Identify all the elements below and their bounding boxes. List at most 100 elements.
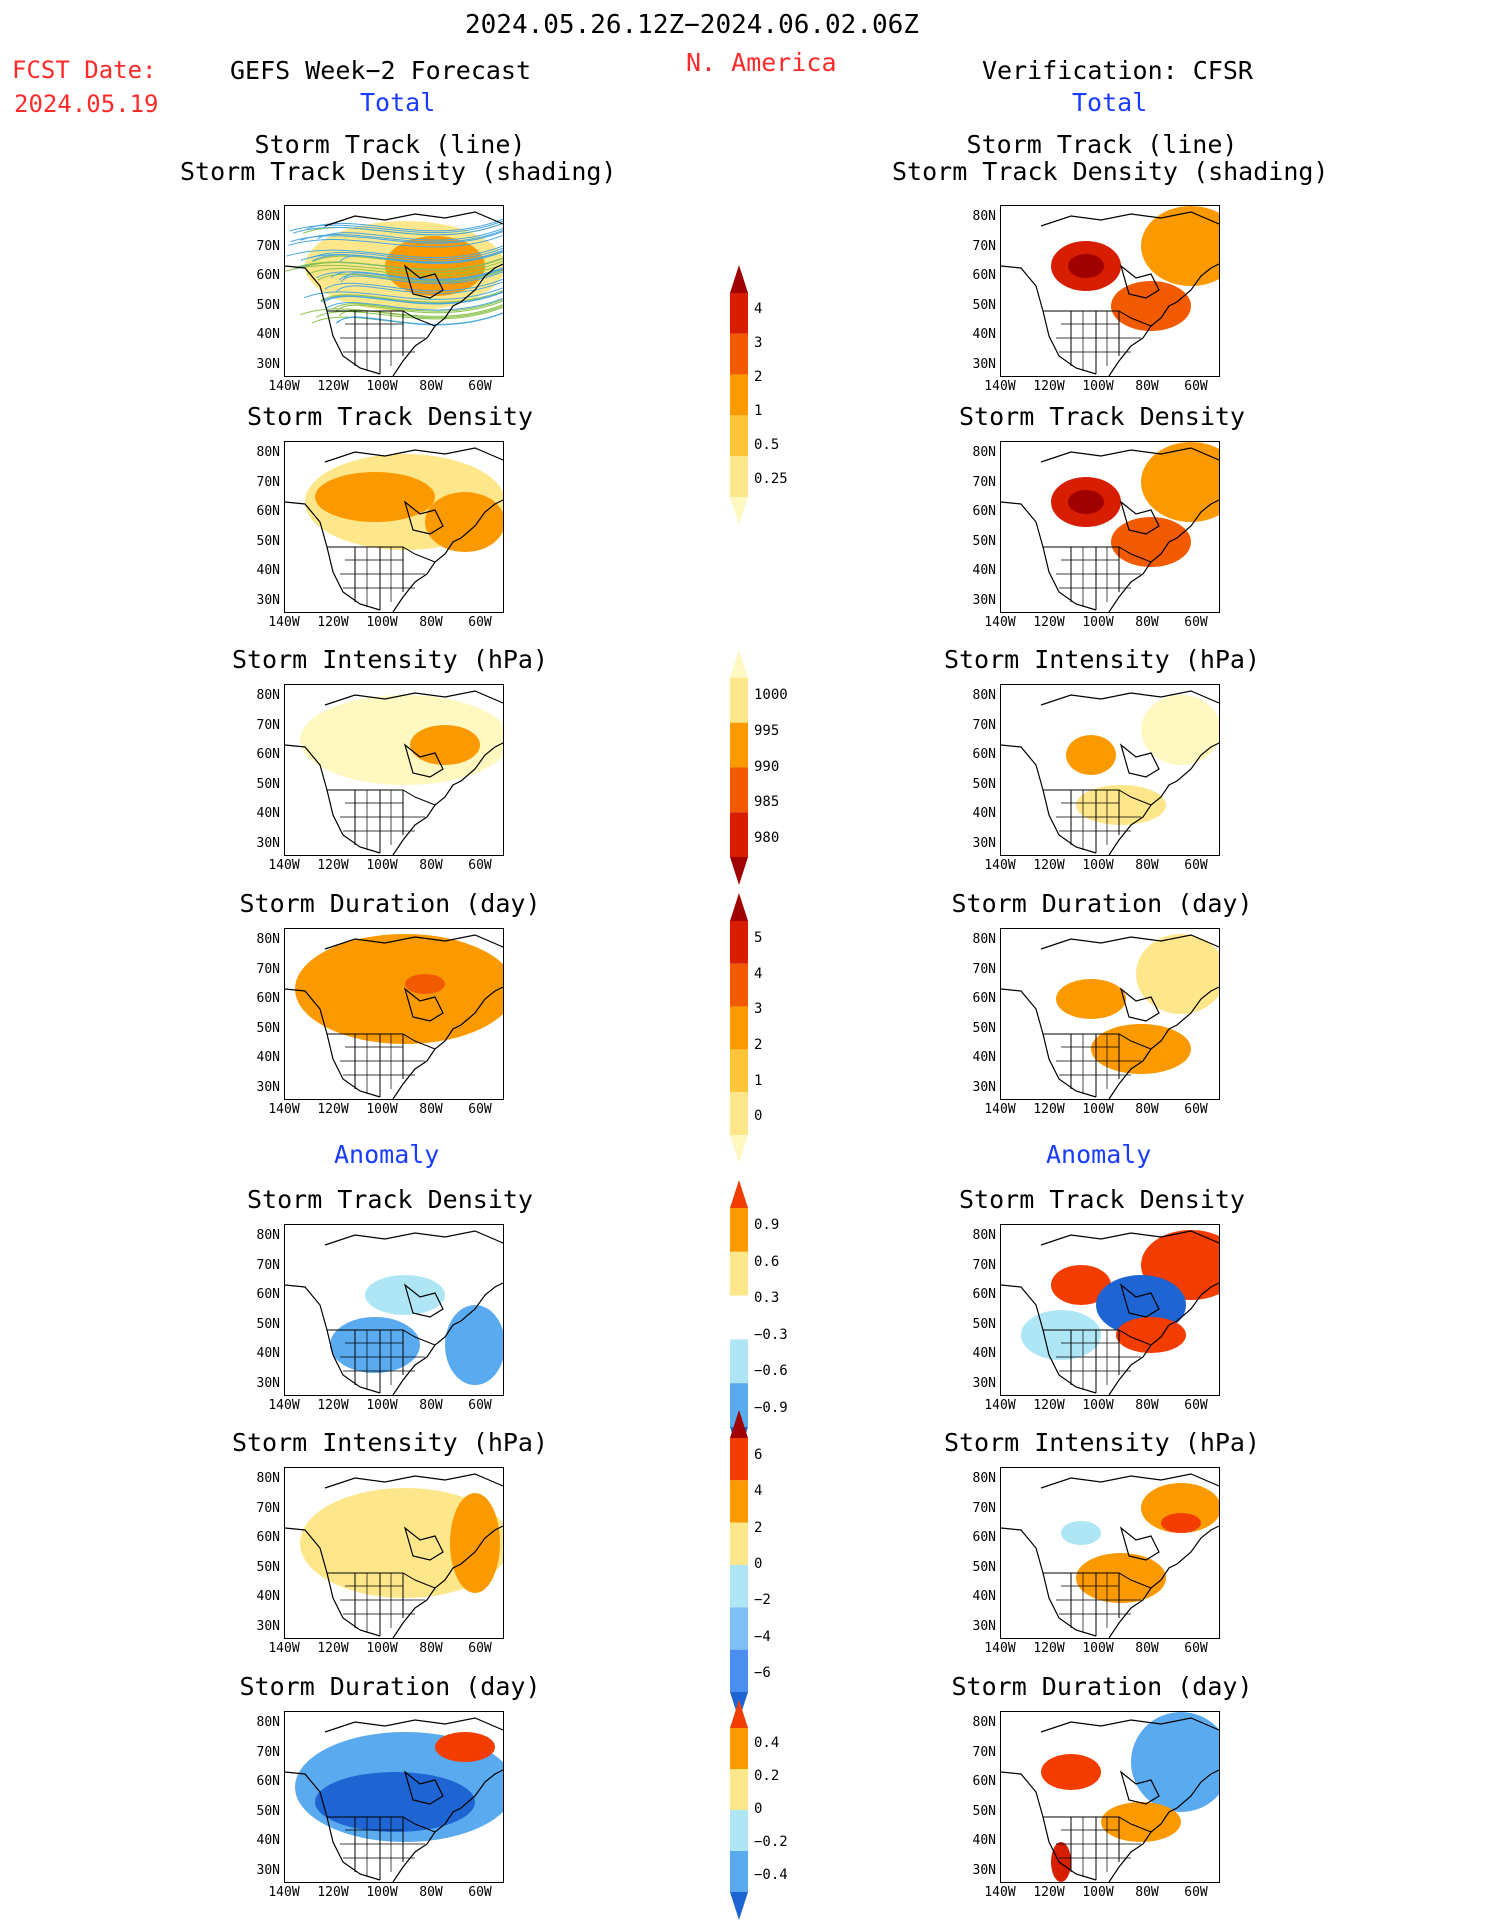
duration-anom-shade: [315, 1772, 475, 1832]
lat-tick-label: 60N: [966, 1287, 996, 1302]
lon-tick-label: 120W: [1025, 1102, 1073, 1117]
right-column-title: Verification: CFSR: [982, 56, 1253, 85]
lon-tick-label: 120W: [1025, 858, 1073, 873]
colorbar-tip-bottom: [730, 857, 748, 885]
colorbar-tip-top: [730, 265, 748, 293]
lat-tick-label: 40N: [250, 1833, 280, 1848]
lat-tick-label: 80N: [966, 1471, 996, 1486]
lon-tick-label: 60W: [456, 1398, 504, 1413]
colorbar-tip-top: [730, 893, 748, 921]
left-duration-anom-title: Storm Duration (day): [180, 1672, 600, 1701]
lat-tick-label: 30N: [250, 1080, 280, 1095]
right-map-panel-0: [1000, 205, 1220, 377]
lat-tick-label: 60N: [250, 1774, 280, 1789]
lat-tick-label: 80N: [250, 445, 280, 460]
duration_anom-colorbar-label: 0.4: [754, 1735, 779, 1751]
intensity_anom-colorbar-label: −6: [754, 1665, 771, 1681]
density-shade: [1141, 206, 1219, 286]
left-track-line-title: Storm Track (line): [180, 130, 600, 159]
lon-tick-label: 100W: [358, 1102, 406, 1117]
lat-tick-label: 70N: [250, 1258, 280, 1273]
lon-tick-label: 140W: [976, 1885, 1024, 1900]
lat-tick-label: 50N: [966, 1560, 996, 1575]
lon-tick-label: 120W: [309, 858, 357, 873]
lon-tick-label: 60W: [456, 1102, 504, 1117]
density-anom-shade: [1021, 1310, 1101, 1360]
lat-tick-label: 80N: [966, 209, 996, 224]
density-shade: [1141, 442, 1219, 522]
lon-tick-label: 140W: [260, 379, 308, 394]
colorbar-swatch: [730, 1565, 748, 1607]
country-border: [327, 790, 435, 853]
colorbar-swatch: [730, 1252, 748, 1296]
lat-tick-label: 50N: [250, 777, 280, 792]
lat-tick-label: 70N: [966, 475, 996, 490]
right-map-panel-5: [1000, 1467, 1220, 1639]
lon-tick-label: 140W: [976, 1641, 1024, 1656]
density-anom-shade: [365, 1275, 445, 1315]
lat-tick-label: 50N: [250, 298, 280, 313]
colorbar-swatch: [730, 293, 748, 334]
lon-tick-label: 140W: [260, 615, 308, 630]
colorbar-tip-bottom: [730, 497, 748, 525]
colorbar-swatch: [730, 921, 748, 964]
duration-colorbar-label: 1: [754, 1073, 762, 1089]
lat-tick-label: 30N: [966, 357, 996, 372]
right-density-anom-title: Storm Track Density: [892, 1185, 1312, 1214]
duration-anom-shade: [1131, 1712, 1219, 1812]
duration-shade: [1056, 979, 1126, 1019]
lat-tick-label: 80N: [250, 209, 280, 224]
density_anom-colorbar-label: 0.6: [754, 1254, 779, 1270]
intensity-colorbar-label: 990: [754, 759, 779, 775]
right-anomaly-label: Anomaly: [1046, 1140, 1151, 1169]
density_anom-colorbar-label: 0.3: [754, 1290, 779, 1306]
lat-tick-label: 40N: [250, 1589, 280, 1604]
lon-tick-label: 100W: [1074, 1641, 1122, 1656]
lat-tick-label: 40N: [966, 806, 996, 821]
colorbar-swatch: [730, 1007, 748, 1050]
lat-tick-label: 40N: [966, 1833, 996, 1848]
left-column-title: GEFS Week−2 Forecast: [230, 56, 531, 85]
intensity-colorbar-label: 1000: [754, 687, 788, 703]
lat-tick-label: 50N: [250, 1317, 280, 1332]
lat-tick-label: 60N: [966, 504, 996, 519]
lon-tick-label: 120W: [309, 1102, 357, 1117]
density_anom-colorbar-label: −0.6: [754, 1363, 788, 1379]
lon-tick-label: 120W: [309, 379, 357, 394]
lon-tick-label: 60W: [1172, 615, 1220, 630]
density-shade: [1111, 517, 1191, 567]
lat-tick-label: 50N: [966, 1021, 996, 1036]
lon-tick-label: 80W: [1123, 615, 1171, 630]
right-map-panel-4: [1000, 1224, 1220, 1396]
right-density-title: Storm Track Density: [892, 402, 1312, 431]
lon-tick-label: 80W: [1123, 1102, 1171, 1117]
lon-tick-label: 80W: [407, 1641, 455, 1656]
duration-anom-shade: [435, 1732, 495, 1762]
colorbar-swatch: [730, 1810, 748, 1851]
duration-shade: [295, 934, 503, 1044]
left-map-panel-1: [284, 441, 504, 613]
colorbar-swatch: [730, 1769, 748, 1810]
colorbar-swatch: [730, 964, 748, 1007]
lon-tick-label: 120W: [309, 1641, 357, 1656]
lat-tick-label: 30N: [966, 1863, 996, 1878]
intensity_anom-colorbar-label: −2: [754, 1592, 771, 1608]
right-map-panel-1: [1000, 441, 1220, 613]
intensity-anom-shade: [1061, 1521, 1101, 1545]
intensity-colorbar-label: 995: [754, 723, 779, 739]
lon-tick-label: 80W: [407, 1102, 455, 1117]
forecast-period: 2024.05.26.12Z−2024.06.02.06Z: [465, 10, 919, 40]
lat-tick-label: 60N: [250, 1530, 280, 1545]
left-total-label: Total: [360, 88, 435, 117]
colorbar-swatch: [730, 1438, 748, 1480]
lat-tick-label: 30N: [250, 1863, 280, 1878]
duration_anom-colorbar-label: −0.4: [754, 1867, 788, 1883]
density-shade: [1068, 490, 1104, 514]
lat-tick-label: 30N: [250, 593, 280, 608]
density_anom-colorbar-label: 0.9: [754, 1217, 779, 1233]
lon-tick-label: 60W: [1172, 1641, 1220, 1656]
colorbar-tip-bottom: [730, 1135, 748, 1163]
lon-tick-label: 60W: [456, 1885, 504, 1900]
lon-tick-label: 80W: [1123, 1398, 1171, 1413]
lon-tick-label: 140W: [976, 1398, 1024, 1413]
